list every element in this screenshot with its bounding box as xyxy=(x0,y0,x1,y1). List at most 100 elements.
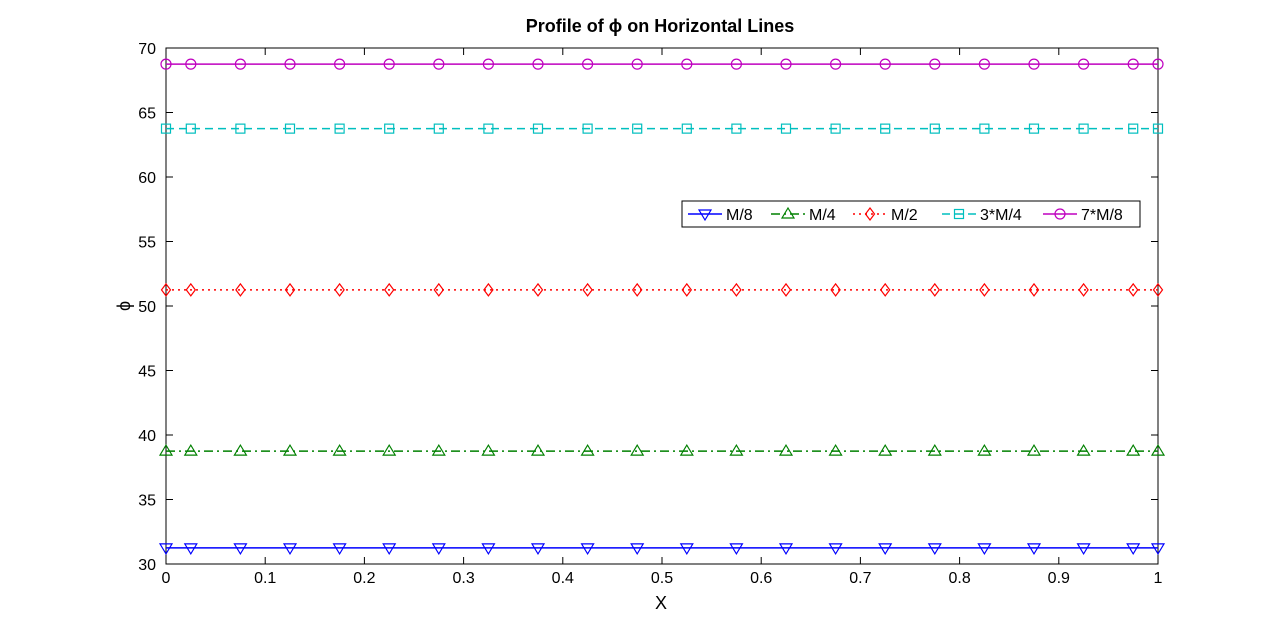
legend-label: 3*M/4 xyxy=(980,207,1022,224)
data-point xyxy=(382,443,397,456)
data-point xyxy=(160,123,172,134)
series-2 xyxy=(158,443,1166,456)
data-point xyxy=(1150,543,1166,556)
data-point xyxy=(780,282,792,297)
series-4 xyxy=(160,123,1164,134)
data-point xyxy=(681,123,692,134)
data-point xyxy=(185,282,197,297)
data-point xyxy=(830,282,841,297)
data-point xyxy=(977,543,992,556)
y-tick-label: 50 xyxy=(138,299,156,316)
legend-marker xyxy=(953,208,965,220)
data-point xyxy=(1078,123,1089,134)
data-point xyxy=(729,543,744,556)
data-point xyxy=(158,543,174,556)
series-3 xyxy=(160,282,1164,297)
data-point xyxy=(679,543,694,556)
data-point xyxy=(582,123,593,134)
data-point xyxy=(731,282,742,297)
x-tick-label: 0.1 xyxy=(254,570,276,587)
x-tick-label: 0.3 xyxy=(452,570,474,587)
legend-marker xyxy=(864,207,876,221)
data-point xyxy=(1078,282,1089,297)
data-point xyxy=(729,443,744,456)
x-tick-label: 0.7 xyxy=(849,570,871,587)
legend-entry: M/2 xyxy=(853,207,918,224)
legend-label: M/8 xyxy=(726,207,753,224)
data-point xyxy=(927,443,942,456)
data-point xyxy=(284,123,296,134)
chart-title: Profile of ϕ on Horizontal Lines xyxy=(526,16,795,36)
x-axis-label: X xyxy=(655,593,667,613)
data-point xyxy=(1076,443,1091,456)
data-point xyxy=(879,282,891,297)
data-point xyxy=(431,443,446,456)
legend-marker xyxy=(697,209,713,222)
data-point xyxy=(929,123,940,134)
data-point xyxy=(234,58,246,70)
y-tick-label: 55 xyxy=(138,235,156,252)
data-point xyxy=(778,443,794,456)
data-point xyxy=(530,443,546,456)
data-point xyxy=(1028,58,1040,70)
data-point xyxy=(483,282,494,297)
data-point xyxy=(284,282,296,297)
data-point xyxy=(631,282,643,297)
data-point xyxy=(929,282,941,297)
y-tick-label: 70 xyxy=(138,41,156,58)
data-point xyxy=(433,123,444,134)
data-point xyxy=(433,58,445,70)
data-point xyxy=(681,282,693,297)
data-point xyxy=(532,58,544,70)
data-point xyxy=(780,123,792,134)
data-point xyxy=(631,58,643,70)
data-point xyxy=(481,543,496,556)
data-point xyxy=(233,543,248,556)
data-point xyxy=(582,282,593,297)
data-point xyxy=(730,58,743,70)
data-point xyxy=(332,543,347,556)
legend-entry: 3*M/4 xyxy=(942,207,1022,224)
data-point xyxy=(880,123,891,134)
data-point xyxy=(580,443,595,456)
x-tick-label: 0.5 xyxy=(651,570,673,587)
y-tick-label: 40 xyxy=(138,428,156,445)
data-point xyxy=(383,282,395,297)
x-tick-label: 1 xyxy=(1154,570,1163,587)
data-point xyxy=(1127,58,1139,70)
data-point xyxy=(977,443,992,456)
legend-marker xyxy=(780,206,796,219)
data-point xyxy=(632,123,643,134)
data-point xyxy=(1076,543,1091,556)
data-point xyxy=(630,543,645,556)
data-point xyxy=(382,543,397,556)
data-point xyxy=(1152,58,1164,70)
data-point xyxy=(183,543,198,556)
data-point xyxy=(1127,282,1139,297)
data-point xyxy=(1077,58,1090,70)
data-point xyxy=(185,123,196,134)
data-point xyxy=(979,282,990,297)
plot-area xyxy=(165,47,1159,565)
data-point xyxy=(433,282,445,297)
y-tick-label: 35 xyxy=(138,493,156,510)
y-tick-label: 65 xyxy=(138,106,156,123)
data-point xyxy=(332,443,347,456)
data-point xyxy=(235,282,246,297)
data-point xyxy=(878,443,893,456)
data-point xyxy=(532,282,544,297)
data-point xyxy=(532,123,544,134)
data-point xyxy=(679,443,694,456)
x-tick-label: 0.4 xyxy=(552,570,574,587)
data-point xyxy=(158,443,174,456)
data-point xyxy=(1028,123,1040,134)
data-point xyxy=(481,443,496,456)
data-point xyxy=(160,58,172,70)
data-point xyxy=(431,543,446,556)
data-point xyxy=(731,123,742,134)
data-point xyxy=(160,282,172,297)
data-point xyxy=(1126,443,1141,456)
x-tick-label: 0 xyxy=(162,570,171,587)
data-point xyxy=(778,543,794,556)
